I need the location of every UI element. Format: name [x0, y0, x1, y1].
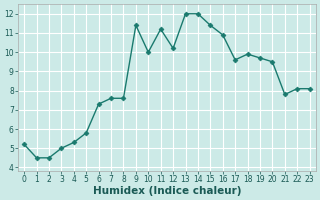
X-axis label: Humidex (Indice chaleur): Humidex (Indice chaleur): [93, 186, 241, 196]
